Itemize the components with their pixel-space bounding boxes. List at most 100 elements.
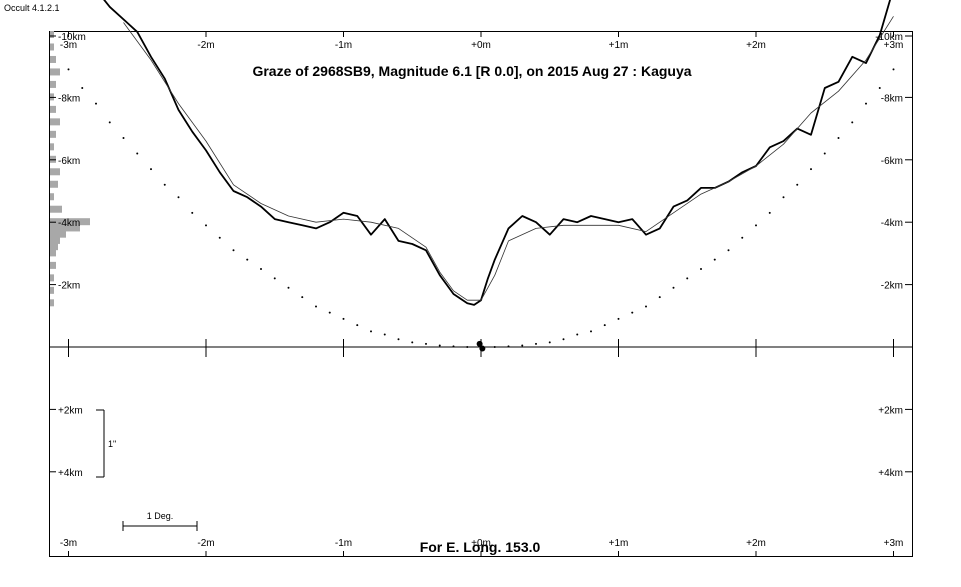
limb-point bbox=[328, 311, 331, 314]
y-tick-label-right: -2km bbox=[881, 281, 903, 292]
degree-scale-label: 1 Deg. bbox=[147, 511, 174, 521]
smoothed-profile-line bbox=[123, 16, 894, 301]
limb-point bbox=[108, 121, 111, 124]
histogram-bar bbox=[50, 118, 60, 126]
x-tick-label-top: -2m bbox=[197, 40, 214, 51]
histogram-bar bbox=[50, 105, 56, 113]
y-tick-label-left: -2km bbox=[58, 281, 80, 292]
x-tick-label-top: +3m bbox=[884, 40, 904, 51]
histogram-bar bbox=[50, 31, 54, 38]
limb-point bbox=[301, 296, 304, 299]
x-tick-label-top: -3m bbox=[60, 40, 77, 51]
limb-point bbox=[163, 183, 166, 186]
limb-point bbox=[397, 338, 400, 341]
histogram-bar bbox=[50, 224, 80, 232]
star-marker bbox=[476, 340, 483, 347]
x-tick-label-bottom: -1m bbox=[335, 538, 352, 549]
lower-y-tick-label-right: +4km bbox=[878, 468, 903, 479]
star-marker bbox=[479, 345, 486, 352]
lower-y-tick-label-left: +2km bbox=[58, 405, 83, 416]
limb-point bbox=[535, 342, 537, 345]
histogram-bar bbox=[50, 193, 54, 201]
limb-point bbox=[576, 333, 579, 336]
limb-point bbox=[370, 330, 372, 333]
y-tick-label-right: -10km bbox=[875, 32, 903, 43]
limb-point bbox=[177, 196, 180, 199]
histogram-bar bbox=[50, 249, 56, 257]
limb-point bbox=[562, 338, 565, 341]
limb-point bbox=[232, 249, 235, 252]
limb-point bbox=[823, 152, 826, 155]
histogram-bar bbox=[50, 143, 54, 151]
histogram-bar bbox=[50, 205, 62, 213]
chart-title: Graze of 2968SB9, Magnitude 6.1 [R 0.0],… bbox=[252, 63, 691, 79]
histogram-bar bbox=[50, 130, 56, 138]
y-tick-label-left: -4km bbox=[58, 218, 80, 229]
limb-point bbox=[631, 311, 634, 314]
histogram-bar bbox=[50, 80, 56, 88]
histogram-bar bbox=[50, 274, 54, 282]
y-tick-label-left: -8km bbox=[58, 93, 80, 104]
limb-point bbox=[466, 346, 469, 348]
limb-point bbox=[273, 277, 276, 280]
limb-point bbox=[81, 87, 84, 90]
limb-point bbox=[122, 136, 125, 139]
x-tick-label-bottom: +1m bbox=[609, 538, 629, 549]
limb-point bbox=[287, 286, 290, 289]
y-tick-label-right: -4km bbox=[881, 218, 903, 229]
x-tick-label-top: -1m bbox=[335, 40, 352, 51]
limb-point bbox=[796, 183, 799, 186]
limb-point bbox=[755, 224, 757, 227]
chart-footer: For E. Long. 153.0 bbox=[420, 539, 541, 555]
y-tick-label-right: -6km bbox=[881, 156, 903, 167]
limb-point bbox=[590, 330, 592, 333]
limb-point bbox=[383, 333, 386, 336]
histogram-bar bbox=[50, 43, 54, 51]
histogram-bar bbox=[50, 243, 58, 251]
limb-point bbox=[617, 317, 620, 320]
x-tick-label-top: +1m bbox=[609, 40, 629, 51]
y-tick-label-left: -10km bbox=[58, 32, 86, 43]
limb-point bbox=[672, 286, 675, 289]
limb-point bbox=[493, 346, 496, 348]
limb-point bbox=[95, 102, 97, 105]
limb-point bbox=[342, 317, 345, 320]
y-tick-label-left: -6km bbox=[58, 156, 80, 167]
limb-point bbox=[713, 258, 716, 261]
histogram-bar bbox=[50, 168, 60, 176]
x-tick-label-bottom: -2m bbox=[197, 538, 214, 549]
histogram-bar bbox=[50, 236, 60, 244]
limb-point bbox=[136, 152, 139, 155]
limb-point bbox=[727, 249, 730, 252]
limb-point bbox=[810, 168, 812, 171]
histogram-bar bbox=[50, 68, 60, 76]
limb-point bbox=[603, 324, 606, 327]
limb-point bbox=[425, 342, 427, 345]
limb-point bbox=[150, 168, 152, 171]
histogram-bar bbox=[50, 261, 56, 269]
limb-point bbox=[438, 344, 441, 347]
limb-point bbox=[645, 305, 647, 308]
limb-point bbox=[686, 277, 689, 280]
histogram bbox=[50, 31, 90, 307]
histogram-bar bbox=[50, 299, 54, 307]
histogram-bar bbox=[50, 180, 58, 188]
lower-y-tick-label-left: +4km bbox=[58, 468, 83, 479]
x-tick-label-bottom: +0m bbox=[471, 538, 491, 549]
series-group bbox=[67, 0, 895, 352]
x-tick-label-bottom: +2m bbox=[746, 538, 766, 549]
limb-point bbox=[507, 345, 510, 348]
limb-point bbox=[315, 305, 317, 308]
limb-point bbox=[768, 211, 771, 214]
app-version-label: Occult 4.1.2.1 bbox=[4, 3, 60, 13]
arcsec-scale-label: 1" bbox=[108, 439, 116, 449]
limb-point bbox=[260, 268, 262, 270]
limb-point bbox=[658, 296, 661, 299]
scale-bars: 1" 1 Deg. bbox=[96, 409, 198, 531]
limb-point bbox=[218, 236, 221, 239]
limb-point bbox=[851, 121, 854, 124]
limb-point bbox=[205, 224, 207, 227]
limb-point bbox=[191, 211, 194, 214]
x-tick-label-top: +0m bbox=[471, 40, 491, 51]
